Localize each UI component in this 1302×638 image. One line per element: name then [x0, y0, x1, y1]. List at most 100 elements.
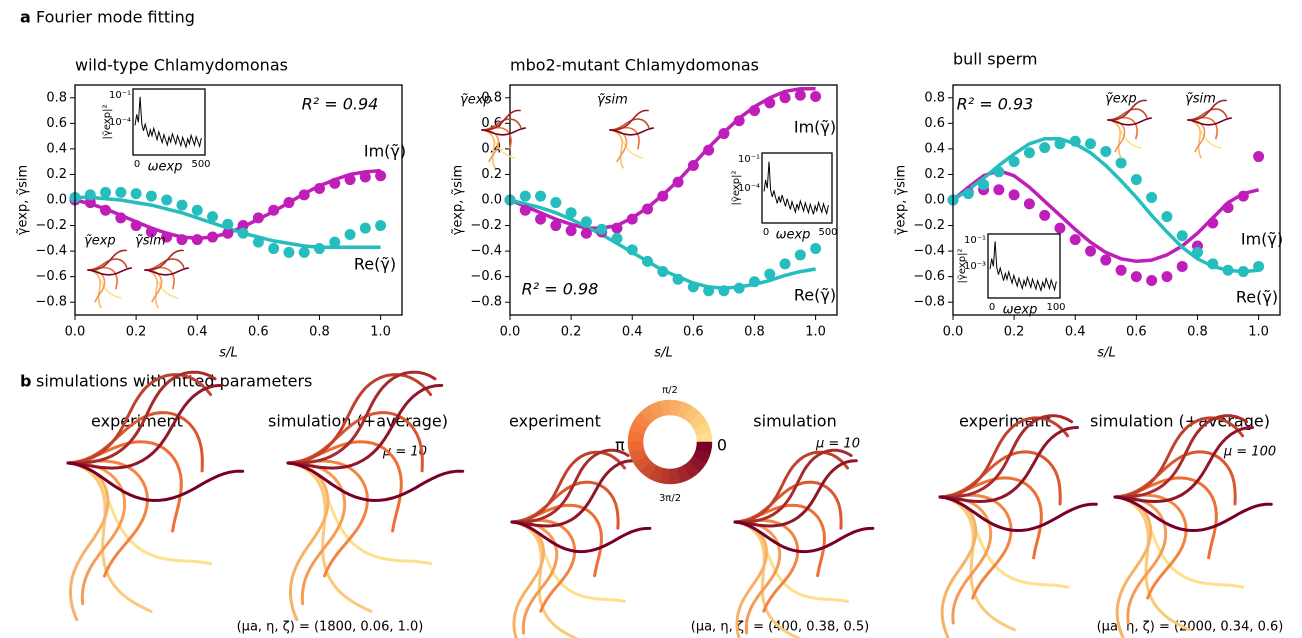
- data-point: [1024, 147, 1035, 158]
- thumb-label: γ̃sim: [135, 234, 166, 249]
- waveform: [1115, 478, 1216, 558]
- inset-tick-label: 10⁻¹: [964, 235, 986, 246]
- data-point: [810, 91, 821, 102]
- y-tick-label: 0.6: [46, 116, 67, 131]
- thumb-label: γ̃exp: [460, 93, 492, 108]
- inset-tick-label: 10⁻¹: [109, 90, 131, 101]
- data-point: [780, 92, 791, 103]
- y-tick-label: 0.4: [924, 141, 945, 156]
- data-point: [1207, 258, 1218, 269]
- inset-x-label: ωexp: [776, 228, 811, 243]
- x-axis-label: s/L: [219, 346, 237, 361]
- data-point: [566, 225, 577, 236]
- data-point: [360, 172, 371, 183]
- experiment-label: experiment: [509, 412, 601, 431]
- series-label: Re(γ̃): [794, 286, 836, 305]
- data-point: [520, 205, 531, 216]
- x-tick-label: 0.4: [1065, 325, 1086, 340]
- y-tick-label: −0.6: [913, 269, 945, 284]
- waveform: [940, 478, 1041, 558]
- data-point: [360, 223, 371, 234]
- data-point: [688, 160, 699, 171]
- data-point: [642, 203, 653, 214]
- data-point: [85, 189, 96, 200]
- thumb-label: γ̃sim: [1185, 92, 1216, 107]
- thumb-label: γ̃sim: [597, 93, 628, 108]
- y-tick-label: −0.4: [913, 244, 945, 259]
- data-point: [100, 205, 111, 216]
- waveform: [1115, 497, 1189, 630]
- waveform: [145, 270, 158, 308]
- inset-tick-label: 0: [763, 227, 769, 238]
- data-point: [268, 243, 279, 254]
- data-point: [978, 179, 989, 190]
- data-point: [734, 115, 745, 126]
- waveform: [68, 463, 151, 611]
- data-point: [1116, 265, 1127, 276]
- panel-label: a: [20, 8, 31, 27]
- data-point: [1146, 192, 1157, 203]
- x-tick-label: 0.0: [65, 325, 86, 340]
- data-point: [795, 249, 806, 260]
- inset-tick-label: 100: [1046, 302, 1065, 313]
- inset-x-label: ωexp: [148, 160, 183, 175]
- data-point: [657, 266, 668, 277]
- data-point: [673, 177, 684, 188]
- y-tick-label: −0.8: [35, 295, 67, 310]
- data-point: [642, 256, 653, 267]
- y-axis-label: γ̃exp, γ̃sim: [16, 165, 31, 235]
- data-point: [1085, 138, 1096, 149]
- data-point: [581, 216, 592, 227]
- waveform: [940, 497, 1096, 531]
- params-label: (μa, η, ζ) = (2000, 0.34, 0.6): [1097, 620, 1284, 635]
- data-point: [375, 220, 386, 231]
- data-point: [131, 220, 142, 231]
- data-point: [161, 195, 172, 206]
- y-tick-label: 0.8: [46, 90, 67, 105]
- data-point: [115, 212, 126, 223]
- waveform: [610, 130, 623, 168]
- data-point: [115, 187, 126, 198]
- data-point: [329, 237, 340, 248]
- r2-annotation: R² = 0.98: [522, 280, 599, 299]
- x-tick-label: 1.0: [805, 325, 826, 340]
- y-tick-label: 0.6: [924, 116, 945, 131]
- y-tick-label: 0.8: [924, 90, 945, 105]
- waveform: [68, 442, 181, 531]
- x-tick-label: 1.0: [1248, 325, 1269, 340]
- data-point: [993, 166, 1004, 177]
- data-point: [268, 205, 279, 216]
- simulation-label: simulation: [753, 412, 836, 431]
- data-point: [1223, 202, 1234, 213]
- data-point: [176, 200, 187, 211]
- data-point: [1100, 255, 1111, 266]
- y-axis-label: γ̃exp, γ̃sim: [894, 165, 909, 235]
- data-point: [734, 283, 745, 294]
- series-label: Im(γ̃): [1241, 230, 1283, 249]
- data-point: [749, 276, 760, 287]
- data-point: [535, 191, 546, 202]
- data-point: [1253, 151, 1264, 162]
- waveform: [288, 463, 463, 501]
- panel-title: Fourier mode fitting: [36, 8, 195, 27]
- inset-y-label: |γ̃exp|²: [956, 249, 968, 284]
- y-tick-label: −0.4: [470, 244, 502, 259]
- x-tick-label: 0.2: [561, 325, 582, 340]
- data-point: [1070, 234, 1081, 245]
- x-axis-label: s/L: [654, 346, 672, 361]
- data-point: [207, 232, 218, 243]
- data-point: [222, 219, 233, 230]
- data-point: [566, 207, 577, 218]
- y-tick-label: 0.0: [481, 193, 502, 208]
- data-point: [993, 184, 1004, 195]
- data-point: [100, 187, 111, 198]
- waveform: [512, 522, 650, 552]
- data-point: [1024, 198, 1035, 209]
- inset-tick-label: 500: [191, 159, 210, 170]
- data-point: [1085, 246, 1096, 257]
- data-point: [764, 97, 775, 108]
- data-point: [283, 197, 294, 208]
- data-point: [1054, 223, 1065, 234]
- data-point: [146, 191, 157, 202]
- waveform: [512, 522, 578, 638]
